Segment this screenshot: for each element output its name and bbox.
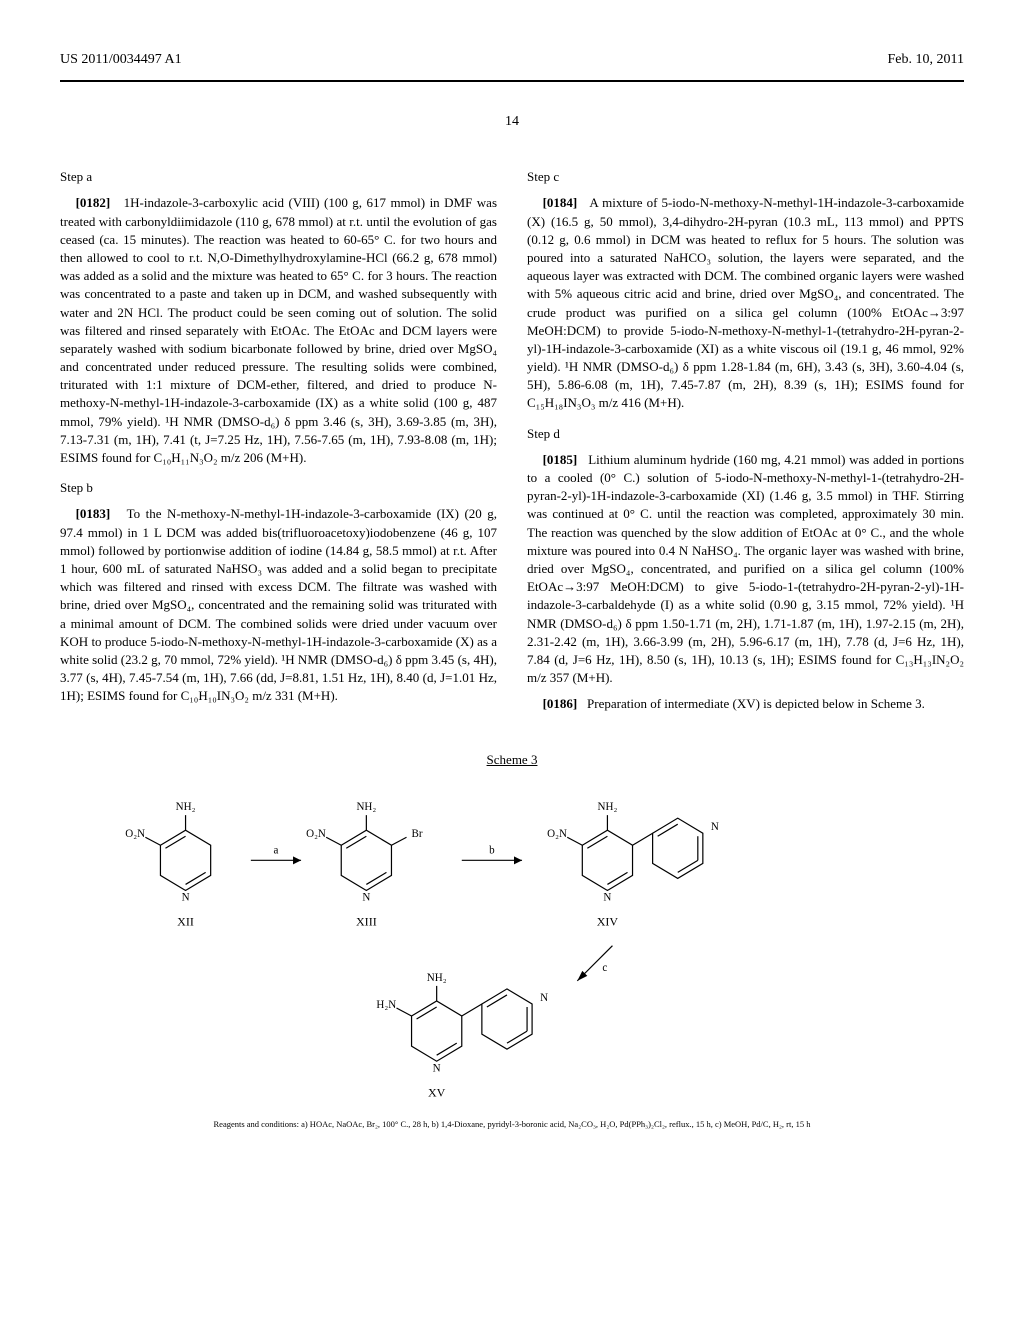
para-0183: [0183] To the N-methoxy-N-methyl-1H-inda… [60, 505, 497, 705]
arrow-a-label: a [274, 844, 279, 856]
h2n-label: H₂N [376, 999, 396, 1011]
scheme-3-container: Scheme 3 NH₂ O₂N N XII a NH₂ O₂ [60, 751, 964, 1131]
para-0185: [0185] Lithium aluminum hydride (160 mg,… [527, 451, 964, 687]
left-column: Step a [0182] 1H-indazole-3-carboxylic a… [60, 156, 497, 721]
reagents-caption: Reagents and conditions: a) HOAc, NaOAc,… [60, 1119, 964, 1131]
o2n-label: O₂N [125, 828, 145, 840]
nh2-label: NH₂ [176, 801, 196, 813]
n-pyridyl-label: N [711, 821, 719, 833]
para-0182: [0182] 1H-indazole-3-carboxylic acid (VI… [60, 194, 497, 467]
step-a-heading: Step a [60, 168, 497, 186]
xv-label: XV [428, 1085, 446, 1099]
br-label: Br [412, 828, 423, 840]
scheme-3-diagram: NH₂ O₂N N XII a NH₂ O₂N Br N XIII [60, 785, 964, 1106]
arrow-c-label: c [602, 961, 607, 973]
para-0184: [0184] A mixture of 5-iodo-N-methoxy-N-m… [527, 194, 964, 412]
step-c-heading: Step c [527, 168, 964, 186]
right-column: Step c [0184] A mixture of 5-iodo-N-meth… [527, 156, 964, 721]
step-d-heading: Step d [527, 425, 964, 443]
n-label: N [182, 891, 190, 903]
o2n-label-3: O₂N [547, 828, 567, 840]
nh2-label-3: NH₂ [598, 801, 618, 813]
nh2-label-2: NH₂ [356, 801, 376, 813]
para-num-0183: [0183] [76, 506, 111, 521]
para-num-0186: [0186] [543, 696, 578, 711]
xiii-label: XIII [356, 914, 377, 928]
patent-number: US 2011/0034497 A1 [60, 50, 182, 70]
para-0186: [0186] Preparation of intermediate (XV) … [527, 695, 964, 713]
xii-label: XII [177, 914, 194, 928]
o2n-label-2: O₂N [306, 828, 326, 840]
para-num-0184: [0184] [543, 195, 578, 210]
content-columns: Step a [0182] 1H-indazole-3-carboxylic a… [60, 156, 964, 721]
scheme-3-title: Scheme 3 [60, 751, 964, 769]
para-num-0182: [0182] [76, 195, 111, 210]
n-label-3: N [603, 891, 611, 903]
n-label-2: N [362, 891, 370, 903]
step-b-heading: Step b [60, 479, 497, 497]
arrow-b-label: b [489, 844, 495, 856]
para-0186-text: Preparation of intermediate (XV) is depi… [587, 696, 925, 711]
para-0185-text: Lithium aluminum hydride (160 mg, 4.21 m… [527, 452, 964, 685]
n-label-4: N [433, 1062, 441, 1074]
nh2-label-4: NH₂ [427, 971, 447, 983]
para-0182-text: 1H-indazole-3-carboxylic acid (VIII) (10… [60, 195, 497, 465]
para-0184-text: A mixture of 5-iodo-N-methoxy-N-methyl-1… [527, 195, 964, 410]
page-number: 14 [60, 112, 964, 132]
xiv-label: XIV [597, 914, 619, 928]
document-header: US 2011/0034497 A1 Feb. 10, 2011 [60, 50, 964, 70]
para-num-0185: [0185] [543, 452, 578, 467]
n-pyridyl-label-2: N [540, 992, 548, 1004]
header-divider [60, 80, 964, 82]
para-0183-text: To the N-methoxy-N-methyl-1H-indazole-3-… [60, 506, 497, 703]
publication-date: Feb. 10, 2011 [888, 50, 964, 70]
